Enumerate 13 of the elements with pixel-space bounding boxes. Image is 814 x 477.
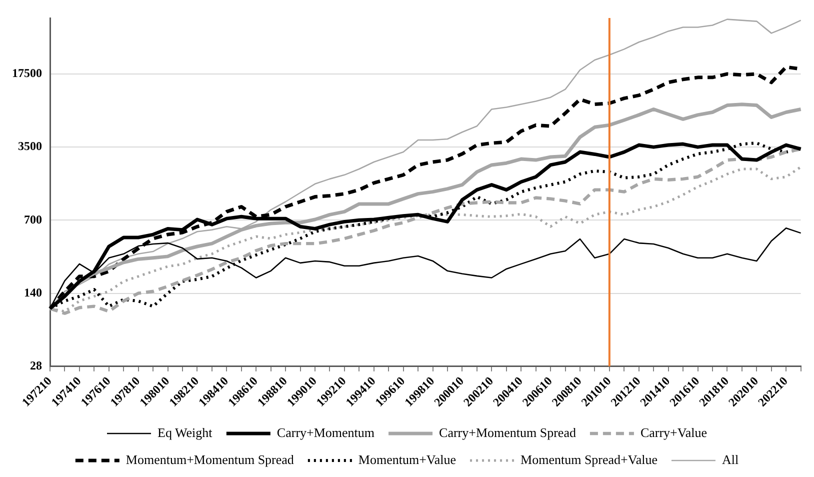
y-tick-label: 17500: [12, 66, 42, 80]
legend-label: All: [722, 452, 739, 467]
legend-label: Momentum+Momentum Spread: [126, 452, 294, 467]
legend-label: Carry+Momentum Spread: [439, 424, 576, 440]
legend-label: Carry+Value: [640, 424, 708, 440]
y-tick-label: 3500: [18, 139, 42, 154]
legend-label: Momentum Spread+Value: [520, 452, 658, 467]
legend-label: Momentum+Value: [358, 452, 456, 467]
legend-label: Carry+Momentum: [276, 424, 375, 440]
y-tick-label: 140: [24, 285, 42, 300]
y-tick-label: 700: [24, 212, 42, 226]
y-tick-label: 28: [30, 358, 42, 372]
legend-label: Eq Weight: [158, 424, 213, 440]
